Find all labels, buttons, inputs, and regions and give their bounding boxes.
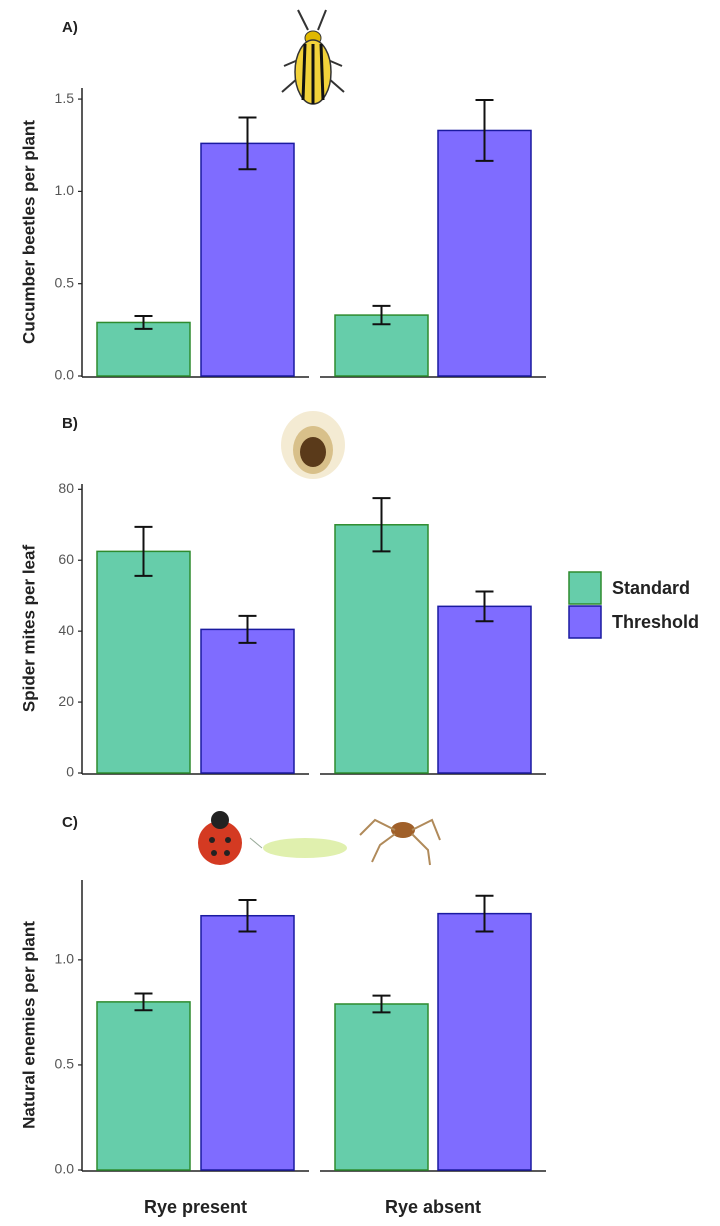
y-axis-label: Spider mites per leaf — [19, 545, 38, 713]
legend-label: Standard — [612, 578, 690, 598]
y-tick-label: 60 — [58, 551, 74, 567]
legend-swatch — [569, 606, 601, 638]
bar — [438, 914, 531, 1170]
bar — [97, 1002, 190, 1170]
bar — [438, 606, 531, 773]
bar — [97, 551, 190, 773]
y-tick-label: 0 — [66, 764, 74, 780]
panel-label: C) — [62, 814, 78, 831]
bar — [201, 916, 294, 1170]
panel-label: B) — [62, 415, 78, 432]
enemies-icon — [198, 811, 440, 865]
x-tick-label: Rye absent — [385, 1197, 481, 1217]
legend-label: Threshold — [612, 612, 699, 632]
y-tick-label: 0.5 — [55, 1056, 75, 1072]
y-axis-label: Cucumber beetles per plant — [19, 120, 38, 344]
figure: A) Cucumber beetles per plant 0.0 0.5 1.0 1.5… — [0, 0, 720, 1226]
legend-swatch — [569, 572, 601, 604]
y-tick-label: 0.0 — [55, 1161, 75, 1177]
bar — [438, 130, 531, 376]
bar — [335, 1004, 428, 1170]
y-tick-label: 40 — [58, 622, 74, 638]
y-tick-label: 1.0 — [55, 951, 75, 967]
bar — [201, 629, 294, 773]
y-tick-label: 1.5 — [55, 90, 75, 106]
y-tick-label: 1.0 — [55, 182, 75, 198]
x-tick-label: Rye present — [144, 1197, 247, 1217]
y-tick-label: 80 — [58, 480, 74, 496]
y-tick-label: 0.0 — [55, 367, 75, 383]
bar — [335, 525, 428, 773]
beetle-icon — [282, 10, 344, 104]
mite-icon — [281, 411, 345, 479]
y-tick-label: 0.5 — [55, 274, 75, 290]
panel-label: A) — [62, 19, 78, 36]
bar — [201, 143, 294, 376]
y-tick-label: 20 — [58, 693, 74, 709]
bar — [97, 322, 190, 376]
y-axis-label: Natural enemies per plant — [19, 921, 38, 1129]
